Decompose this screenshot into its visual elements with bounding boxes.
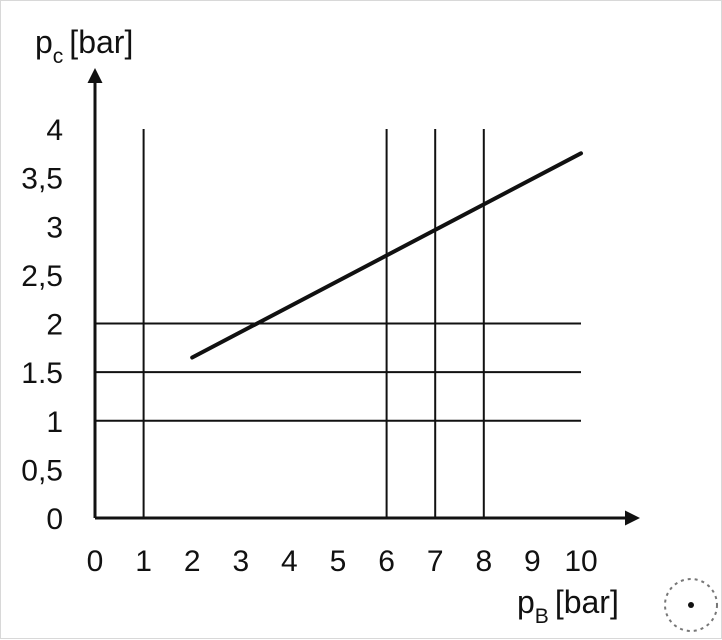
x-axis-title: pB [bar] bbox=[517, 584, 619, 628]
x-tick-label: 1 bbox=[135, 545, 152, 578]
x-tick-label: 6 bbox=[378, 545, 395, 578]
x-tick-label: 3 bbox=[232, 545, 249, 578]
x-tick-label: 7 bbox=[427, 545, 444, 578]
y-tick-label: 3 bbox=[46, 211, 63, 244]
x-tick-label: 8 bbox=[475, 545, 492, 578]
x-tick-label: 4 bbox=[281, 545, 298, 578]
x-tick-label: 9 bbox=[524, 545, 541, 578]
y-axis-title: pc [bar] bbox=[35, 24, 133, 68]
rotation-icon bbox=[664, 578, 718, 632]
reference-lines bbox=[95, 129, 581, 518]
y-tick-label: 0 bbox=[46, 503, 63, 536]
y-tick-label: 2,5 bbox=[21, 260, 63, 293]
axis-labels: pc [bar] pB [bar] bbox=[35, 24, 619, 628]
series-line bbox=[190, 151, 583, 360]
y-tick-label: 3,5 bbox=[21, 163, 63, 196]
y-tick-label: 4 bbox=[46, 114, 63, 147]
x-tick-label: 2 bbox=[184, 545, 201, 578]
x-tick-label: 0 bbox=[87, 545, 104, 578]
y-tick-label: 2 bbox=[46, 309, 63, 342]
x-tick-label: 10 bbox=[564, 545, 597, 578]
y-tick-label: 1 bbox=[46, 406, 63, 439]
series-group bbox=[190, 151, 583, 360]
y-tick-label: 0,5 bbox=[21, 454, 63, 487]
axes bbox=[87, 68, 640, 526]
x-tick-label: 5 bbox=[330, 545, 347, 578]
y-tick-label: 1.5 bbox=[21, 357, 63, 390]
